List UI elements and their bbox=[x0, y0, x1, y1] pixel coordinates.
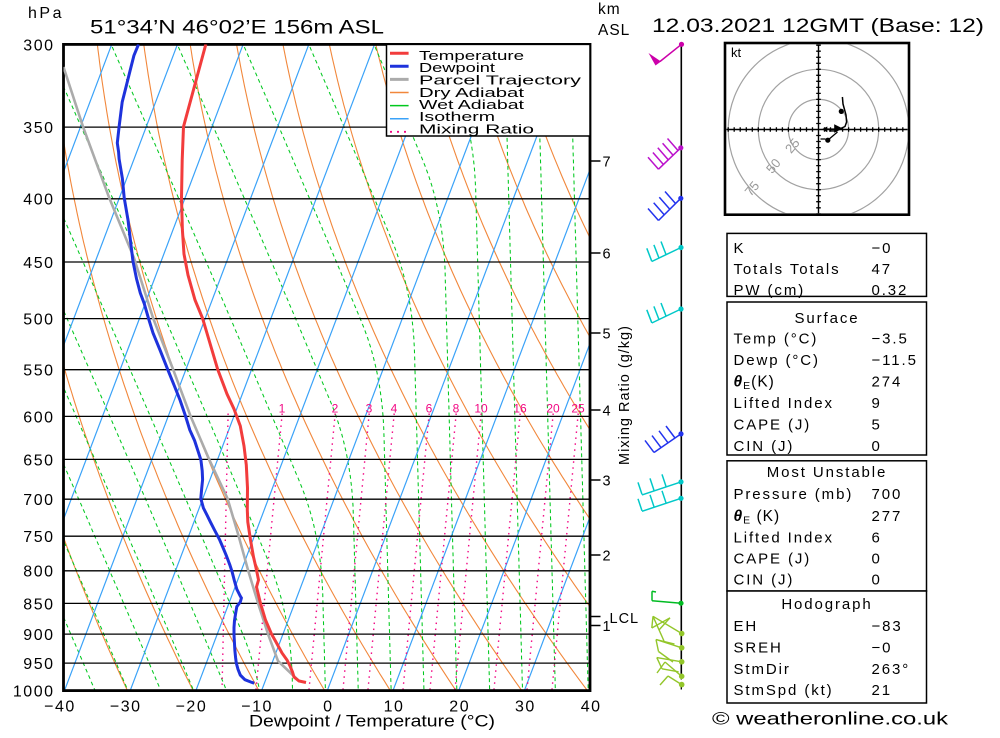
svg-text:950: 950 bbox=[23, 656, 54, 673]
svg-text:Lifted Index: Lifted Index bbox=[734, 395, 834, 412]
svg-text:6: 6 bbox=[603, 247, 611, 263]
svg-text:0: 0 bbox=[323, 699, 333, 716]
svg-text:800: 800 bbox=[23, 564, 54, 581]
svg-text:Parcel Trajectory: Parcel Trajectory bbox=[419, 73, 582, 88]
svg-text:20: 20 bbox=[449, 699, 470, 716]
svg-text:Wet Adiabat: Wet Adiabat bbox=[419, 97, 525, 112]
svg-text:ASL: ASL bbox=[598, 22, 630, 39]
svg-text:6: 6 bbox=[872, 530, 882, 547]
svg-text:16: 16 bbox=[513, 402, 527, 416]
svg-text:Dewpoint: Dewpoint bbox=[419, 60, 496, 75]
svg-text:Dry Adiabat: Dry Adiabat bbox=[419, 85, 525, 100]
svg-text:Temp (°C): Temp (°C) bbox=[734, 331, 819, 348]
svg-text:20: 20 bbox=[546, 402, 560, 416]
svg-text:30: 30 bbox=[515, 699, 536, 716]
svg-text:263°: 263° bbox=[872, 661, 911, 678]
svg-text:θE (K): θE (K) bbox=[734, 508, 781, 527]
svg-text:Dewp (°C): Dewp (°C) bbox=[734, 352, 820, 369]
svg-text:274: 274 bbox=[872, 374, 903, 391]
svg-text:kt: kt bbox=[731, 45, 742, 60]
svg-text:SREH: SREH bbox=[734, 640, 783, 657]
svg-text:1: 1 bbox=[279, 402, 286, 416]
svg-text:1000: 1000 bbox=[13, 684, 55, 701]
svg-text:10: 10 bbox=[384, 699, 405, 716]
svg-text:−30: −30 bbox=[110, 699, 142, 716]
svg-text:2: 2 bbox=[332, 402, 339, 416]
svg-text:750: 750 bbox=[23, 529, 54, 546]
svg-text:−11.5: −11.5 bbox=[872, 352, 918, 369]
svg-text:700: 700 bbox=[872, 486, 903, 503]
svg-text:CIN (J): CIN (J) bbox=[734, 572, 795, 589]
svg-text:hPa: hPa bbox=[28, 5, 64, 22]
svg-text:300: 300 bbox=[23, 37, 54, 54]
svg-text:Surface: Surface bbox=[795, 310, 860, 327]
svg-text:700: 700 bbox=[23, 492, 54, 509]
svg-text:450: 450 bbox=[23, 255, 54, 272]
svg-text:10: 10 bbox=[474, 402, 488, 416]
svg-text:9: 9 bbox=[872, 395, 882, 412]
svg-text:25: 25 bbox=[571, 402, 585, 416]
svg-text:Mixing Ratio (g/kg): Mixing Ratio (g/kg) bbox=[617, 325, 633, 465]
svg-text:StmDir: StmDir bbox=[734, 661, 791, 678]
svg-text:−83: −83 bbox=[872, 618, 903, 635]
svg-text:0.32: 0.32 bbox=[872, 282, 909, 299]
svg-text:Hodograph: Hodograph bbox=[781, 596, 872, 613]
svg-text:CAPE (J): CAPE (J) bbox=[734, 417, 812, 434]
svg-text:© weatheronline.co.uk: © weatheronline.co.uk bbox=[712, 709, 948, 729]
svg-text:350: 350 bbox=[23, 120, 54, 137]
svg-text:Lifted Index: Lifted Index bbox=[734, 530, 834, 547]
svg-text:θE(K): θE(K) bbox=[734, 374, 775, 393]
svg-text:−0: −0 bbox=[872, 640, 893, 657]
svg-text:LCL: LCL bbox=[610, 611, 640, 627]
svg-text:0: 0 bbox=[872, 572, 882, 589]
svg-text:−40: −40 bbox=[44, 699, 76, 716]
svg-text:0: 0 bbox=[872, 438, 882, 455]
svg-text:Isotherm: Isotherm bbox=[419, 109, 495, 124]
svg-text:8: 8 bbox=[453, 402, 460, 416]
svg-text:Pressure (mb): Pressure (mb) bbox=[734, 486, 854, 503]
svg-text:km: km bbox=[598, 1, 621, 18]
svg-text:−10: −10 bbox=[241, 699, 273, 716]
svg-text:3: 3 bbox=[366, 402, 373, 416]
svg-text:StmSpd (kt): StmSpd (kt) bbox=[734, 682, 834, 699]
svg-text:CAPE (J): CAPE (J) bbox=[734, 551, 812, 568]
svg-text:K: K bbox=[734, 240, 746, 257]
svg-text:Dewpoint / Temperature (°C): Dewpoint / Temperature (°C) bbox=[249, 712, 495, 731]
svg-text:850: 850 bbox=[23, 596, 54, 613]
svg-text:4: 4 bbox=[603, 404, 611, 420]
svg-text:Most Unstable: Most Unstable bbox=[767, 464, 888, 481]
svg-text:1: 1 bbox=[603, 619, 611, 635]
svg-text:12.03.2021 12GMT (Base: 12): 12.03.2021 12GMT (Base: 12) bbox=[652, 16, 984, 37]
svg-text:5: 5 bbox=[872, 417, 882, 434]
svg-text:−20: −20 bbox=[176, 699, 208, 716]
svg-text:2: 2 bbox=[603, 549, 611, 565]
svg-text:6: 6 bbox=[426, 402, 433, 416]
svg-text:−3.5: −3.5 bbox=[872, 331, 909, 348]
svg-text:51°34’N 46°02’E 156m ASL: 51°34’N 46°02’E 156m ASL bbox=[90, 18, 384, 39]
svg-text:EH: EH bbox=[734, 618, 759, 635]
svg-text:600: 600 bbox=[23, 409, 54, 426]
svg-text:47: 47 bbox=[872, 261, 893, 278]
svg-text:3: 3 bbox=[603, 474, 611, 490]
svg-text:400: 400 bbox=[23, 192, 54, 209]
svg-text:900: 900 bbox=[23, 627, 54, 644]
svg-text:5: 5 bbox=[603, 327, 611, 343]
svg-text:−0: −0 bbox=[872, 240, 893, 257]
svg-text:CIN (J): CIN (J) bbox=[734, 438, 795, 455]
svg-text:4: 4 bbox=[391, 402, 398, 416]
svg-text:Totals Totals: Totals Totals bbox=[734, 261, 841, 278]
svg-text:500: 500 bbox=[23, 312, 54, 329]
svg-text:40: 40 bbox=[581, 699, 602, 716]
svg-text:Mixing Ratio: Mixing Ratio bbox=[419, 122, 534, 137]
svg-text:0: 0 bbox=[872, 551, 882, 568]
svg-text:277: 277 bbox=[872, 508, 903, 525]
svg-text:550: 550 bbox=[23, 363, 54, 380]
svg-text:21: 21 bbox=[872, 682, 893, 699]
svg-text:Temperature: Temperature bbox=[419, 48, 524, 63]
svg-text:PW (cm): PW (cm) bbox=[734, 282, 806, 299]
svg-text:7: 7 bbox=[603, 155, 611, 171]
svg-text:650: 650 bbox=[23, 452, 54, 469]
